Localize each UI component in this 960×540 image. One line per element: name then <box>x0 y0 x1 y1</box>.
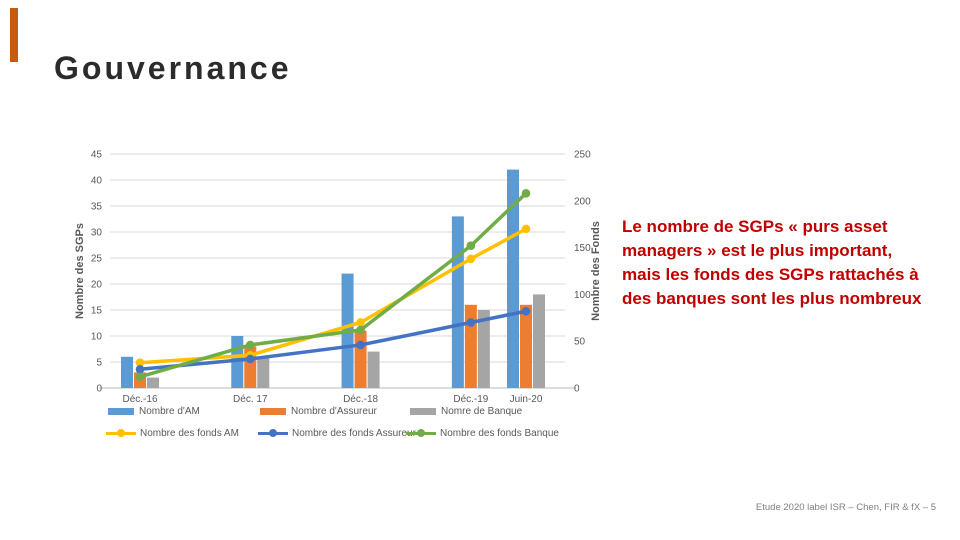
bar <box>367 351 380 388</box>
right-axis-title: Nombre des Fonds <box>590 221 602 321</box>
line-marker <box>356 318 365 327</box>
legend-item-nombre-dam: Nombre d'AM <box>108 406 200 417</box>
marker-dot-icon <box>417 429 425 438</box>
bar-series-2 <box>147 294 545 388</box>
axis-tick-label: 250 <box>574 150 591 161</box>
line-marker <box>521 189 531 198</box>
axis-tick-label: 200 <box>574 196 591 207</box>
axis-tick-label: 30 <box>91 228 103 239</box>
line-marker <box>466 254 476 264</box>
axis-tick-label: 40 <box>91 176 103 187</box>
left-axis-title: Nombre des SGPs <box>75 223 86 319</box>
line-marker <box>135 372 145 382</box>
line-marker <box>521 306 531 316</box>
line-marker <box>466 241 476 251</box>
bar-series-1 <box>134 304 532 388</box>
bar <box>464 304 477 388</box>
legend-swatch-fonds-banque-line <box>406 429 436 438</box>
legend-label: Nombre d'AM <box>139 406 200 417</box>
bar <box>257 356 270 388</box>
axis-tick-label: Juin-20 <box>510 394 543 405</box>
legend-label: Nombre des fonds Banque <box>440 428 559 439</box>
legend-swatch-banque-bar <box>410 408 436 415</box>
axis-tick-label: Déc.-18 <box>343 394 378 405</box>
axis-tick-label: 10 <box>91 332 103 343</box>
legend-swatch-assureur-bar <box>260 408 286 415</box>
bar <box>533 294 545 388</box>
axis-tick-label: 45 <box>91 150 103 161</box>
bar <box>520 304 532 388</box>
slide-accent-bar <box>10 8 18 62</box>
axis-tick-label: 150 <box>574 243 591 254</box>
axis-tick-label: 0 <box>96 384 102 395</box>
governance-combo-chart: 0 5 10 15 20 25 30 35 40 45 0 50 100 150 200 250 Déc.-16… <box>75 140 620 452</box>
legend-swatch-fonds-am-line <box>106 429 136 438</box>
bar-series-0 <box>121 169 519 388</box>
bar <box>244 346 257 388</box>
legend-label: Nomre de Banque <box>441 406 523 417</box>
legend-item-fonds-am: Nombre des fonds AM <box>106 428 239 439</box>
bar <box>354 330 367 388</box>
legend-label: Nombre des fonds Assureur <box>292 428 416 439</box>
legend-item-fonds-assureur: Nombre des fonds Assureur <box>258 428 416 439</box>
gridlines <box>99 153 576 389</box>
legend-swatch-fonds-assureur-line <box>258 429 288 438</box>
slide-footer: Etude 2020 label ISR – Chen, FIR & fX – … <box>755 502 936 513</box>
chart-svg: 0 5 10 15 20 25 30 35 40 45 0 50 100 150 200 250 Déc.-16… <box>75 150 602 406</box>
line-marker <box>356 325 365 335</box>
line-series-2 <box>135 189 531 382</box>
line-marker <box>135 364 145 374</box>
bar <box>451 216 464 388</box>
axis-tick-label: 20 <box>91 280 103 291</box>
line-marker <box>245 354 255 364</box>
line-marker <box>466 318 476 327</box>
legend-item-nomre-de-banque: Nomre de Banque <box>410 406 522 417</box>
bar <box>507 169 519 388</box>
axis-tick-label: 0 <box>574 384 580 395</box>
axis-ticks: 0 5 10 15 20 25 30 35 40 45 0 50 100 150 200 250 Déc.-16… <box>91 150 591 406</box>
axis-tick-label: 25 <box>91 254 103 265</box>
axis-tick-label: 35 <box>91 202 103 213</box>
bar <box>121 356 133 388</box>
line-marker <box>356 340 365 350</box>
legend-label: Nombre d'Assureur <box>291 406 377 417</box>
axis-tick-label: 15 <box>91 306 103 317</box>
marker-dot-icon <box>269 429 277 438</box>
legend-item-nombre-dassureur: Nombre d'Assureur <box>260 406 377 417</box>
axis-tick-label: Déc. 17 <box>233 394 268 405</box>
legend-label: Nombre des fonds AM <box>140 428 239 439</box>
axis-tick-label: 50 <box>574 337 586 348</box>
line-marker <box>245 340 255 350</box>
line-series-1 <box>135 306 531 374</box>
line-marker <box>135 358 145 368</box>
legend-item-fonds-banque: Nombre des fonds Banque <box>406 428 559 439</box>
bar <box>477 310 490 388</box>
slide-title: Gouvernance <box>54 50 292 86</box>
legend-swatch-am-bar <box>108 408 134 415</box>
axis-tick-label: 100 <box>574 290 591 301</box>
line-marker <box>521 224 531 234</box>
annotation-text: Le nombre de SGPs « purs asset managers … <box>622 217 922 309</box>
marker-dot-icon <box>117 429 125 438</box>
axis-tick-label: Déc.-19 <box>453 394 488 405</box>
bar <box>147 377 159 388</box>
axis-tick-label: 5 <box>96 358 102 369</box>
axis-tick-label: Déc.-16 <box>122 394 157 405</box>
